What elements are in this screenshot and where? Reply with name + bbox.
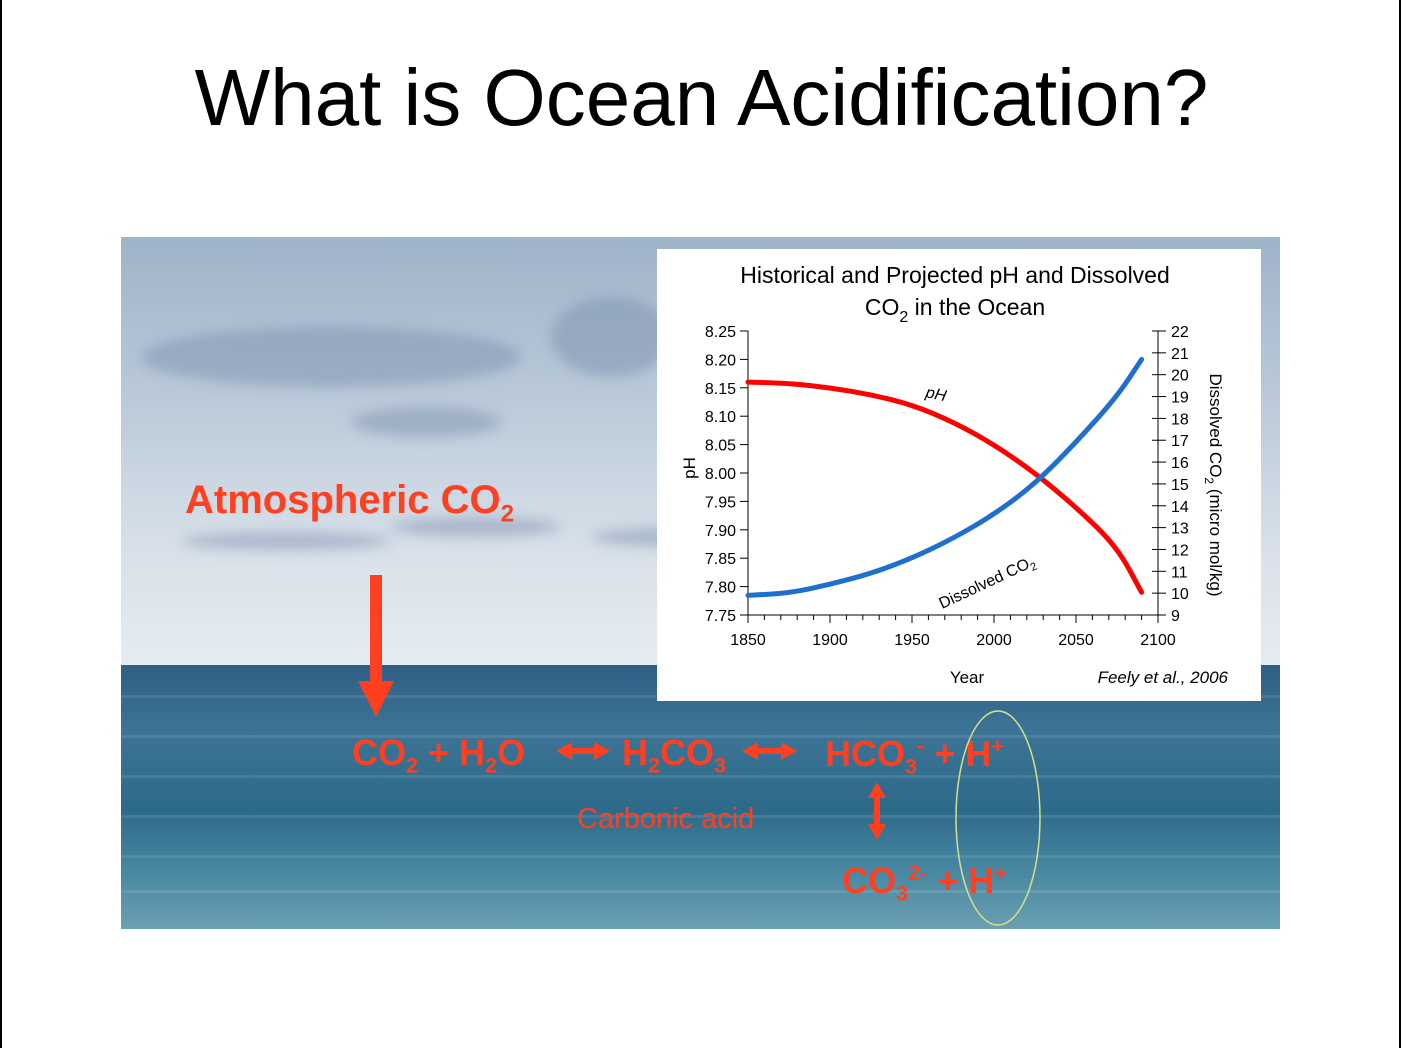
y-axis-right-label: Dissolved CO2 (micro mol/kg) bbox=[1202, 373, 1225, 596]
chart-source: Feely et al., 2006 bbox=[1098, 668, 1229, 687]
y-tick-label-left: 8.25 bbox=[705, 324, 736, 341]
y-tick-label-right: 22 bbox=[1171, 324, 1189, 341]
sea-background bbox=[121, 665, 1280, 929]
y-tick-label-right: 18 bbox=[1171, 411, 1189, 428]
x-tick-label: 1950 bbox=[894, 632, 930, 649]
ph-series-label: pH bbox=[923, 384, 948, 405]
y-tick-label-left: 8.20 bbox=[705, 352, 736, 369]
chart-lines bbox=[745, 356, 1145, 598]
y-tick-label-left: 7.85 bbox=[705, 551, 736, 568]
y-tick-label-right: 10 bbox=[1171, 586, 1189, 603]
chart-panel: Historical and Projected pH and Dissolve… bbox=[657, 249, 1261, 701]
x-tick-label: 2100 bbox=[1140, 632, 1176, 649]
equation-co2-h2o: CO2 + H2O bbox=[352, 732, 526, 778]
co2-series-label: Dissolved CO2 bbox=[937, 553, 1040, 615]
y-tick-label-left: 7.95 bbox=[705, 494, 736, 511]
y-tick-label-right: 13 bbox=[1171, 521, 1189, 538]
y-tick-label-right: 16 bbox=[1171, 455, 1189, 472]
cloud bbox=[391, 517, 561, 537]
x-axis-label: Year bbox=[950, 668, 985, 687]
y-tick-label-left: 7.90 bbox=[705, 523, 736, 540]
y-tick-label-right: 21 bbox=[1171, 346, 1189, 363]
cloud bbox=[141, 327, 521, 387]
x-tick-label: 1900 bbox=[812, 632, 848, 649]
y-axis-left-label: pH bbox=[680, 457, 699, 479]
y-tick-label-right: 19 bbox=[1171, 390, 1189, 407]
equation-h2co3: H2CO3 bbox=[622, 732, 727, 778]
cloud bbox=[551, 297, 671, 377]
x-tick-label: 2050 bbox=[1058, 632, 1094, 649]
y-tick-label-left: 8.10 bbox=[705, 409, 736, 426]
y-tick-label-right: 17 bbox=[1171, 433, 1189, 450]
y-tick-label-left: 8.05 bbox=[705, 438, 736, 455]
y-tick-label-right: 12 bbox=[1171, 542, 1189, 559]
chart-axes: 8.25 8.20 8.15 8.10 8.05 8.00 7.95 7.90 7.85 7.80… bbox=[705, 324, 1189, 649]
atmospheric-co2-label: Atmospheric CO2 bbox=[185, 478, 514, 528]
y-tick-label-left: 7.80 bbox=[705, 580, 736, 597]
y-tick-label-right: 11 bbox=[1171, 564, 1188, 581]
y-tick-label-left: 8.00 bbox=[705, 466, 736, 483]
y-tick-label-right: 15 bbox=[1171, 477, 1189, 494]
equation-hco3-h: HCO3- + H+ bbox=[825, 732, 1004, 779]
ph-series-line bbox=[745, 379, 1145, 595]
x-tick-label: 1850 bbox=[730, 632, 766, 649]
co2-series-line bbox=[745, 356, 1145, 598]
y-tick-label-right: 20 bbox=[1171, 368, 1189, 385]
y-tick-label-left: 7.75 bbox=[705, 608, 736, 625]
chart-title-line1: Historical and Projected pH and Dissolve… bbox=[740, 262, 1170, 288]
slide-title: What is Ocean Acidification? bbox=[194, 53, 1209, 142]
x-tick-label: 2000 bbox=[976, 632, 1012, 649]
ph-co2-chart: Historical and Projected pH and Dissolve… bbox=[680, 262, 1229, 687]
cloud bbox=[181, 532, 391, 550]
y-tick-label-right: 14 bbox=[1171, 499, 1189, 516]
cloud bbox=[351, 407, 501, 437]
y-tick-label-left: 8.15 bbox=[705, 381, 736, 398]
carbonic-acid-label: Carbonic acid bbox=[577, 803, 755, 835]
equation-co3-h: CO32- + H+ bbox=[842, 859, 1007, 906]
chart-title-line2: CO2 in the Ocean bbox=[865, 294, 1045, 326]
y-tick-label-right: 9 bbox=[1171, 608, 1180, 625]
